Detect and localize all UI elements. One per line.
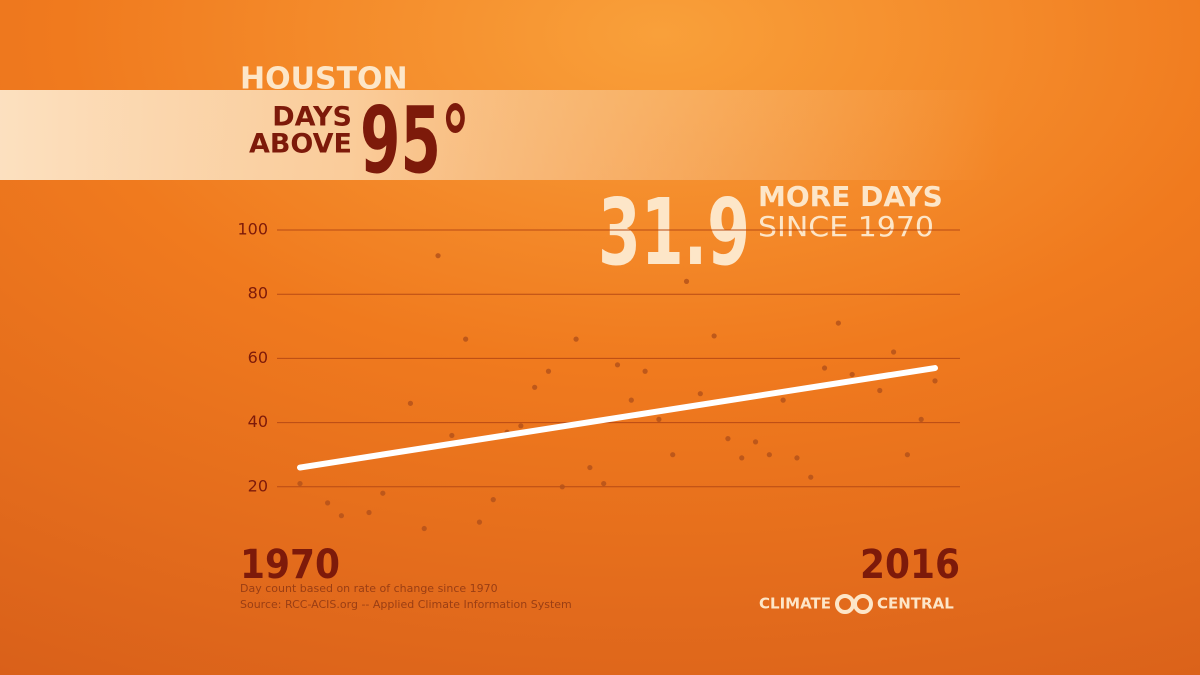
point bbox=[711, 333, 717, 339]
point bbox=[766, 452, 772, 458]
point bbox=[297, 480, 303, 487]
point bbox=[614, 362, 621, 368]
x-tick-label: 2016 bbox=[860, 542, 960, 588]
point bbox=[683, 278, 690, 284]
note: Source: RCC-ACIS.org -- Applied Climate … bbox=[240, 598, 572, 611]
x-tick-label: 1970 bbox=[240, 542, 340, 588]
point bbox=[601, 480, 607, 487]
point bbox=[752, 439, 759, 445]
point bbox=[849, 371, 855, 378]
note: Day count based on rate of change since … bbox=[240, 582, 498, 595]
y-tick-label: 80 bbox=[248, 284, 268, 303]
point bbox=[835, 320, 841, 326]
point bbox=[932, 378, 938, 384]
point bbox=[463, 336, 469, 342]
title-line: ABOVE bbox=[249, 129, 352, 160]
point bbox=[490, 497, 496, 503]
threshold: 95° bbox=[360, 87, 470, 194]
point bbox=[380, 490, 386, 496]
brand: CLIMATE bbox=[759, 595, 831, 613]
point bbox=[821, 365, 828, 371]
point bbox=[532, 384, 538, 390]
point bbox=[877, 387, 883, 394]
point bbox=[697, 391, 703, 397]
y-tick-label: 40 bbox=[248, 412, 268, 431]
point bbox=[587, 464, 593, 471]
change-value: 31.9 bbox=[598, 179, 750, 286]
brand: CENTRAL bbox=[877, 595, 954, 613]
brand-logo bbox=[835, 594, 873, 614]
point bbox=[656, 416, 662, 422]
point bbox=[449, 432, 455, 439]
city: HOUSTON bbox=[240, 62, 408, 97]
point bbox=[918, 416, 924, 422]
point bbox=[338, 513, 345, 519]
point bbox=[725, 436, 731, 442]
point bbox=[407, 400, 414, 406]
point bbox=[518, 423, 524, 429]
point bbox=[421, 525, 427, 532]
point bbox=[559, 484, 565, 490]
point bbox=[642, 368, 648, 374]
change-label: MORE DAYS bbox=[758, 180, 943, 213]
point bbox=[325, 500, 331, 506]
point bbox=[573, 336, 579, 342]
point bbox=[476, 519, 483, 525]
point bbox=[794, 455, 800, 461]
point bbox=[628, 397, 634, 403]
point bbox=[435, 253, 441, 259]
point bbox=[808, 474, 814, 480]
point bbox=[739, 455, 745, 461]
point bbox=[780, 397, 786, 403]
change-label: SINCE 1970 bbox=[758, 210, 934, 243]
point bbox=[670, 452, 676, 458]
point bbox=[904, 452, 910, 458]
y-tick-label: 20 bbox=[248, 476, 268, 495]
point bbox=[890, 349, 897, 355]
y-tick-label: 100 bbox=[237, 220, 268, 239]
trend-line bbox=[297, 365, 938, 471]
point bbox=[366, 509, 372, 516]
title-line: DAYS bbox=[272, 102, 352, 133]
title-band bbox=[0, 90, 1000, 180]
y-tick-label: 60 bbox=[248, 348, 268, 367]
point bbox=[545, 368, 552, 374]
